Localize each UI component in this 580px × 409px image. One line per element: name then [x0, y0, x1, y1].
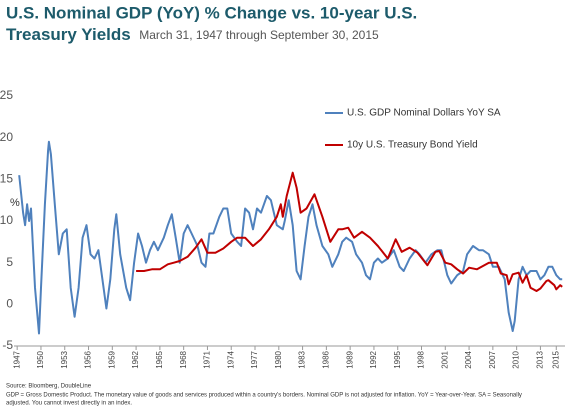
legend-label: 10y U.S. Treasury Bond Yield [347, 140, 478, 151]
x-tick-label: 1950 [36, 350, 45, 368]
x-tick-label: 1962 [131, 350, 140, 368]
x-tick-label: 1968 [179, 350, 188, 368]
x-tick-label: 1956 [84, 350, 93, 368]
x-tick-label: 1971 [203, 350, 212, 368]
x-tick-label: 1983 [298, 350, 307, 368]
chart-subtitle: March 31, 1947 through September 30, 201… [139, 28, 379, 42]
x-tick-label: 1980 [274, 350, 283, 368]
y-tick-label: 10 [0, 213, 13, 227]
x-tick-label: 2015 [551, 350, 560, 368]
chart-title: U.S. Nominal GDP (YoY) % Change vs. 10-y… [6, 3, 417, 22]
footnote: GDP = Gross Domestic Product. The moneta… [6, 393, 522, 399]
legend-label: U.S. GDP Nominal Dollars YoY SA [347, 108, 501, 119]
series-line [136, 171, 563, 292]
x-tick-label: 2004 [464, 350, 473, 368]
y-tick-label: 5 [6, 255, 13, 269]
x-tick-label: 1959 [107, 350, 116, 368]
x-tick-label: 1965 [155, 350, 164, 368]
chart-title: Treasury Yields [6, 25, 131, 44]
y-tick-label: 0 [6, 297, 13, 311]
x-tick-label: 2010 [512, 350, 521, 368]
y-tick-label: -5 [2, 338, 13, 352]
x-tick-label: 1998 [417, 350, 426, 368]
x-tick-label: 1947 [12, 350, 21, 368]
x-tick-label: 2001 [440, 350, 449, 368]
x-tick-label: 1995 [393, 350, 402, 368]
x-tick-label: 1977 [250, 350, 259, 368]
y-axis-label: % [10, 197, 20, 209]
y-tick-label: 25 [0, 88, 13, 102]
y-tick-label: 15 [0, 172, 13, 186]
footnote: adjusted. You cannot invest directly in … [6, 401, 132, 407]
x-tick-label: 1953 [60, 350, 69, 368]
footnote: Source: Bloomberg, DoubleLine [6, 384, 92, 390]
chart-title-line: Treasury Yields March 31, 1947 through S… [6, 25, 379, 44]
y-tick-label: 20 [0, 130, 13, 144]
x-tick-label: 2007 [488, 350, 497, 368]
x-tick-label: 1992 [369, 350, 378, 368]
series-line [18, 140, 563, 335]
x-tick-label: 2013 [536, 350, 545, 368]
x-tick-label: 1989 [345, 350, 354, 368]
x-tick-label: 1974 [226, 350, 235, 368]
x-tick-label: 1986 [321, 350, 330, 368]
